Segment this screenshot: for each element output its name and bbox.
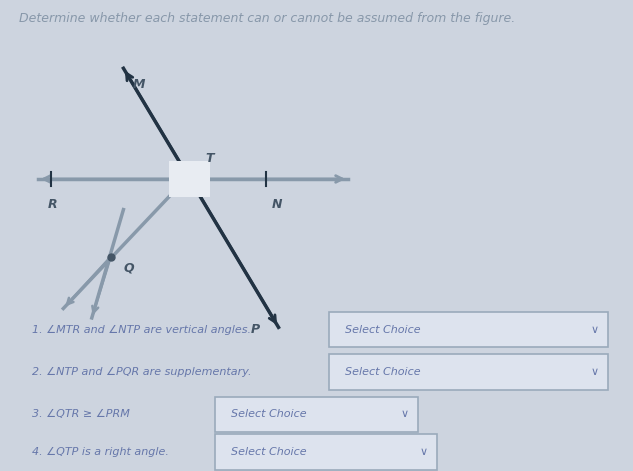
Text: 3. ∠QTR ≥ ∠PRM: 3. ∠QTR ≥ ∠PRM (32, 409, 130, 420)
Text: Select Choice: Select Choice (231, 409, 306, 420)
Text: Q: Q (123, 261, 134, 275)
Text: Select Choice: Select Choice (345, 367, 420, 377)
Text: ∨: ∨ (401, 409, 409, 420)
Bar (215, 397, 418, 432)
Text: P: P (251, 323, 260, 336)
Text: Select Choice: Select Choice (231, 447, 306, 457)
Bar (329, 312, 608, 348)
Text: T: T (206, 152, 214, 165)
Bar (329, 355, 608, 390)
Text: R: R (47, 198, 57, 211)
Text: 2. ∠NTP and ∠PQR are supplementary.: 2. ∠NTP and ∠PQR are supplementary. (32, 367, 251, 377)
Bar (215, 434, 437, 470)
Text: Select Choice: Select Choice (345, 325, 420, 335)
Text: 4. ∠QTP is a right angle.: 4. ∠QTP is a right angle. (32, 447, 168, 457)
Bar (169, 161, 210, 197)
Text: M: M (133, 78, 146, 91)
Text: ∨: ∨ (591, 367, 599, 377)
Text: N: N (272, 198, 283, 211)
Text: ∨: ∨ (591, 325, 599, 335)
Text: ∨: ∨ (420, 447, 428, 457)
Text: 1. ∠MTR and ∠NTP are vertical angles.: 1. ∠MTR and ∠NTP are vertical angles. (32, 325, 251, 335)
Text: Determine whether each statement can or cannot be assumed from the figure.: Determine whether each statement can or … (19, 12, 515, 25)
